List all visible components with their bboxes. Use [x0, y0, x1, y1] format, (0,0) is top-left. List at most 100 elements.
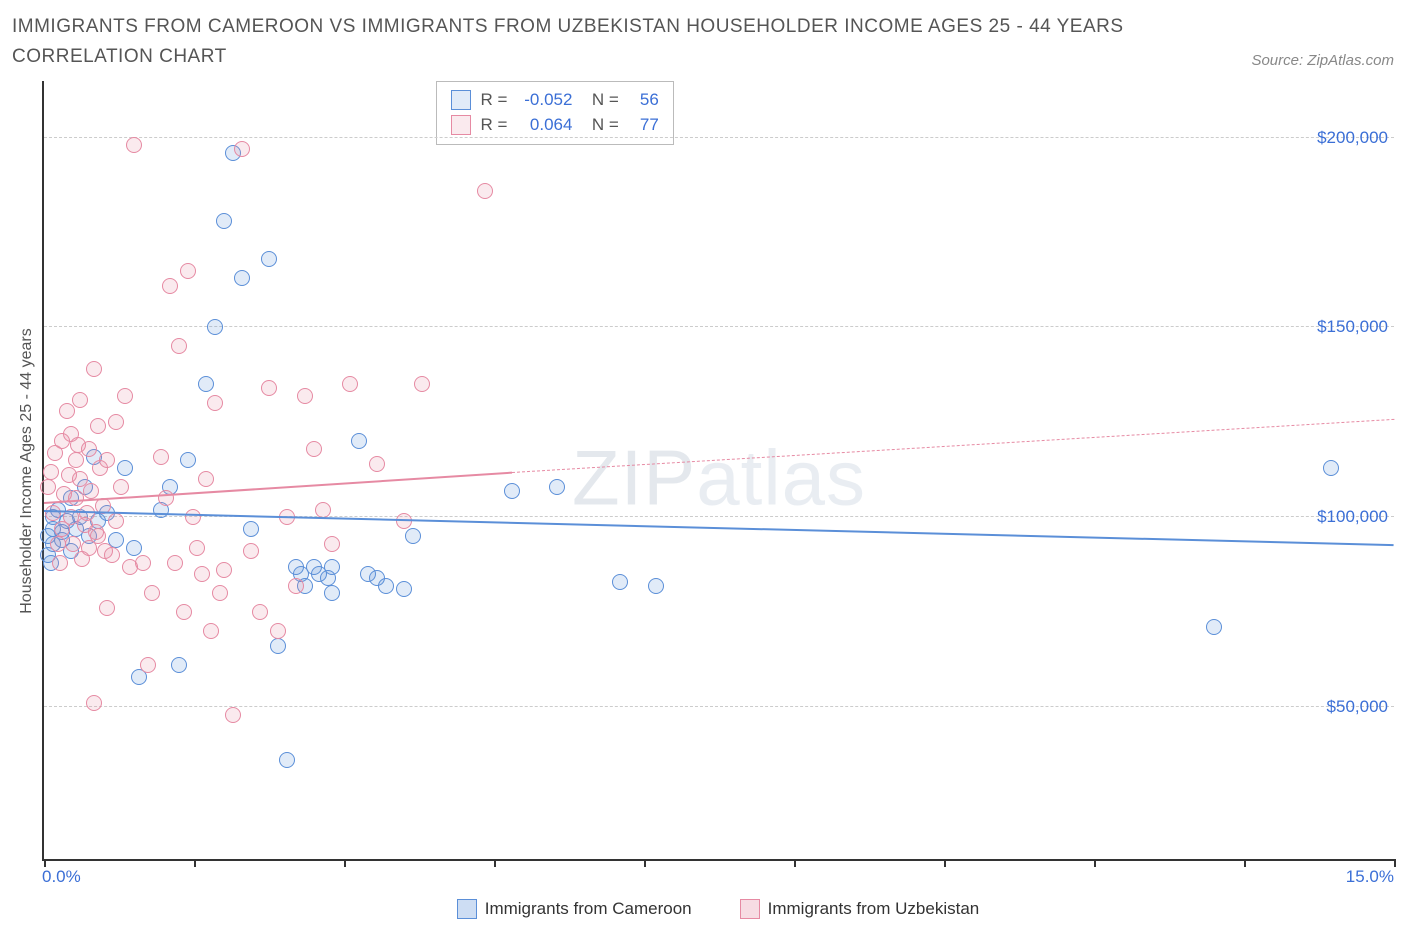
data-point [126, 137, 142, 153]
trend-line [512, 419, 1394, 473]
data-point [144, 585, 160, 601]
data-point [97, 543, 113, 559]
data-point [234, 270, 250, 286]
data-point [243, 543, 259, 559]
x-tick [794, 859, 796, 867]
data-point [306, 441, 322, 457]
data-point [324, 559, 340, 575]
data-point [45, 505, 61, 521]
x-tick [1094, 859, 1096, 867]
data-point [52, 555, 68, 571]
data-point [47, 445, 63, 461]
data-point [83, 483, 99, 499]
y-tick-label: $100,000 [1317, 507, 1388, 527]
data-point [162, 278, 178, 294]
data-point [396, 581, 412, 597]
data-point [194, 566, 210, 582]
data-point [167, 555, 183, 571]
data-point [279, 752, 295, 768]
legend-swatch [451, 115, 471, 135]
gridline [44, 137, 1394, 138]
data-point [72, 392, 88, 408]
data-point [212, 585, 228, 601]
data-point [504, 483, 520, 499]
data-point [378, 578, 394, 594]
y-tick-label: $150,000 [1317, 317, 1388, 337]
data-point [198, 471, 214, 487]
x-tick [944, 859, 946, 867]
gridline [44, 326, 1394, 327]
stat-n-label: N = [582, 87, 618, 113]
data-point [50, 536, 66, 552]
data-point [612, 574, 628, 590]
data-point [297, 388, 313, 404]
stat-n-value: 56 [629, 87, 659, 113]
title-row: IMMIGRANTS FROM CAMEROON VS IMMIGRANTS F… [12, 12, 1394, 73]
data-point [70, 437, 86, 453]
data-point [315, 502, 331, 518]
data-point [88, 524, 104, 540]
chart-title: IMMIGRANTS FROM CAMEROON VS IMMIGRANTS F… [12, 12, 1132, 73]
data-point [153, 449, 169, 465]
data-point [90, 418, 106, 434]
x-axis-labels: 0.0% 15.0% [42, 867, 1394, 889]
data-point [180, 452, 196, 468]
data-point [65, 536, 81, 552]
data-point [207, 395, 223, 411]
data-point [117, 460, 133, 476]
y-axis-label-col: Householder Income Ages 25 - 44 years [12, 81, 42, 861]
stats-row: R =-0.052 N =56 [451, 87, 659, 113]
y-tick-label: $50,000 [1327, 697, 1388, 717]
x-tick [344, 859, 346, 867]
source-label: Source: ZipAtlas.com [1251, 52, 1394, 73]
data-point [171, 338, 187, 354]
stat-r-value: -0.052 [517, 87, 572, 113]
data-point [185, 509, 201, 525]
x-tick [44, 859, 46, 867]
data-point [61, 467, 77, 483]
legend-label: Immigrants from Uzbekistan [768, 899, 980, 919]
stat-r-label: R = [481, 112, 508, 138]
bottom-legend: Immigrants from Cameroon Immigrants from … [42, 899, 1394, 919]
x-tick [644, 859, 646, 867]
data-point [43, 464, 59, 480]
data-point [324, 585, 340, 601]
stats-row: R =0.064 N =77 [451, 112, 659, 138]
legend-label: Immigrants from Cameroon [485, 899, 692, 919]
data-point [261, 251, 277, 267]
data-point [140, 657, 156, 673]
legend-item: Immigrants from Cameroon [457, 899, 692, 919]
data-point [40, 479, 56, 495]
data-point [108, 414, 124, 430]
data-point [342, 376, 358, 392]
data-point [477, 183, 493, 199]
stat-n-label: N = [582, 112, 618, 138]
data-point [207, 319, 223, 335]
data-point [270, 638, 286, 654]
stat-r-value: 0.064 [517, 112, 572, 138]
data-point [99, 600, 115, 616]
data-point [108, 513, 124, 529]
data-point [158, 490, 174, 506]
plot-area: ZIPatlas R =-0.052 N =56R =0.064 N =77 $… [42, 81, 1394, 861]
data-point [86, 361, 102, 377]
correlation-chart: IMMIGRANTS FROM CAMEROON VS IMMIGRANTS F… [12, 12, 1394, 919]
x-tick [1244, 859, 1246, 867]
data-point [113, 479, 129, 495]
x-tick [194, 859, 196, 867]
data-point [225, 707, 241, 723]
data-point [68, 452, 84, 468]
data-point [351, 433, 367, 449]
data-point [59, 403, 75, 419]
data-point [270, 623, 286, 639]
legend-swatch [457, 899, 477, 919]
data-point [203, 623, 219, 639]
x-tick [1394, 859, 1396, 867]
data-point [171, 657, 187, 673]
data-point [324, 536, 340, 552]
data-point [92, 460, 108, 476]
legend-item: Immigrants from Uzbekistan [740, 899, 980, 919]
data-point [369, 456, 385, 472]
data-point [288, 578, 304, 594]
data-point [117, 388, 133, 404]
